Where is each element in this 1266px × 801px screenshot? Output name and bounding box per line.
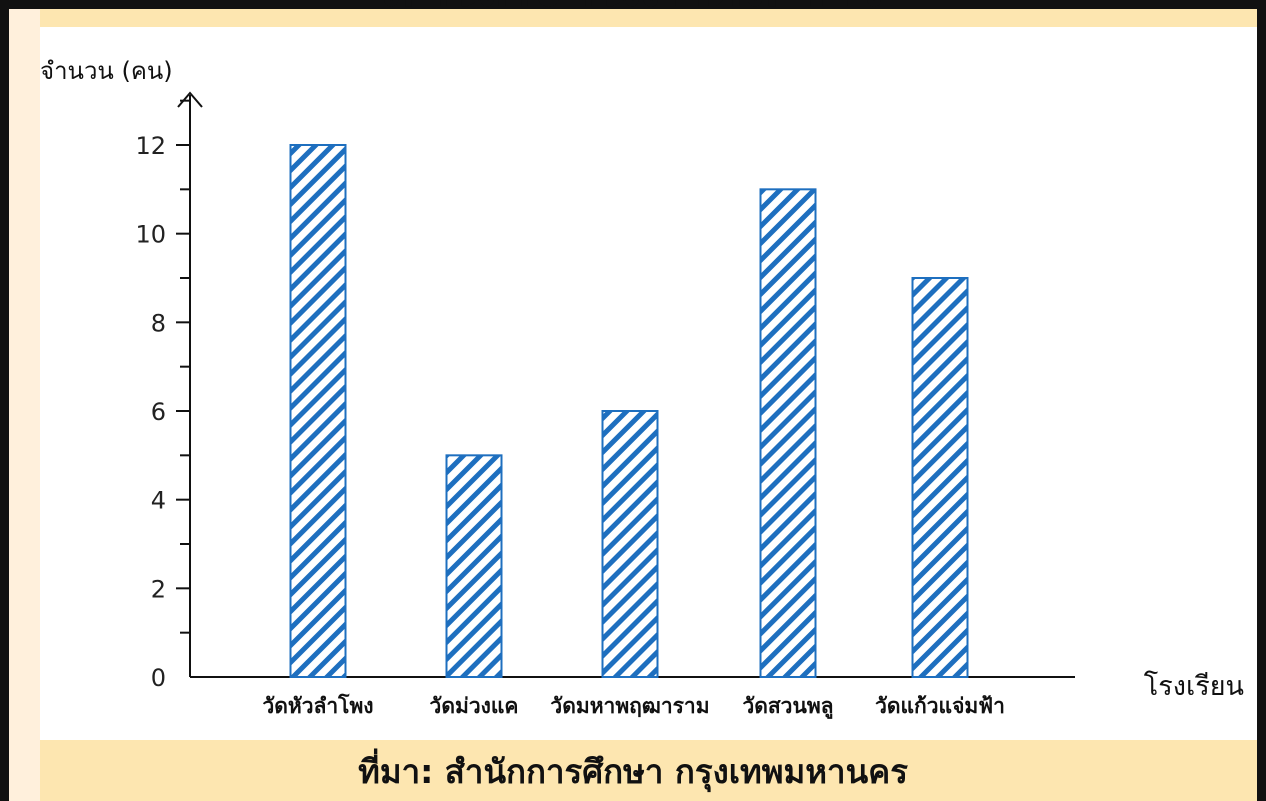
y-tick-label: 6 [151, 398, 166, 426]
x-tick-label-1: วัดม่วงแค [430, 694, 519, 718]
x-tick-label-2: วัดมหาพฤฒาราม [550, 694, 709, 718]
frame-border-right [1257, 0, 1266, 801]
x-tick-label-3: วัดสวนพลู [742, 694, 833, 720]
y-tick-label: 8 [151, 309, 166, 337]
y-axis-title: จำนวน (คน) [40, 57, 173, 85]
x-tick-label-0: วัดหัวลำโพง [262, 693, 373, 718]
left-margin-strip [9, 9, 40, 801]
y-tick-label: 4 [151, 487, 166, 515]
y-axis-arrow-icon [177, 91, 203, 108]
plot-panel: 0 2 4 6 8 10 12 วัดหัวลำโพง วัดม่วงแค วัดมหาพฤฒาร… [40, 27, 1257, 740]
bar-0 [289, 144, 347, 678]
y-tick-label: 10 [135, 221, 166, 249]
page-title: สำนักงานเขตสาธร [0, 0, 1266, 14]
y-tick-label: 2 [151, 575, 166, 603]
y-tick-label: 12 [135, 132, 166, 160]
bar-1 [445, 454, 503, 679]
frame-border-left [0, 0, 9, 801]
bar-3 [759, 188, 817, 678]
x-tick-label-4: วัดแก้วแจ่มฟ้า [875, 694, 1005, 718]
bar-chart: 0 2 4 6 8 10 12 วัดหัวลำโพง วัดม่วงแค วัดมหาพฤฒาร… [40, 57, 1244, 720]
bar-4 [911, 277, 969, 678]
bar-2 [601, 410, 659, 678]
x-axis-title: โรงเรียน [1144, 671, 1244, 702]
y-tick-label: 0 [151, 664, 166, 692]
frame-border-top [0, 0, 1266, 9]
source-note: ที่มา: สำนักการศึกษา กรุงเทพมหานคร [358, 752, 908, 791]
